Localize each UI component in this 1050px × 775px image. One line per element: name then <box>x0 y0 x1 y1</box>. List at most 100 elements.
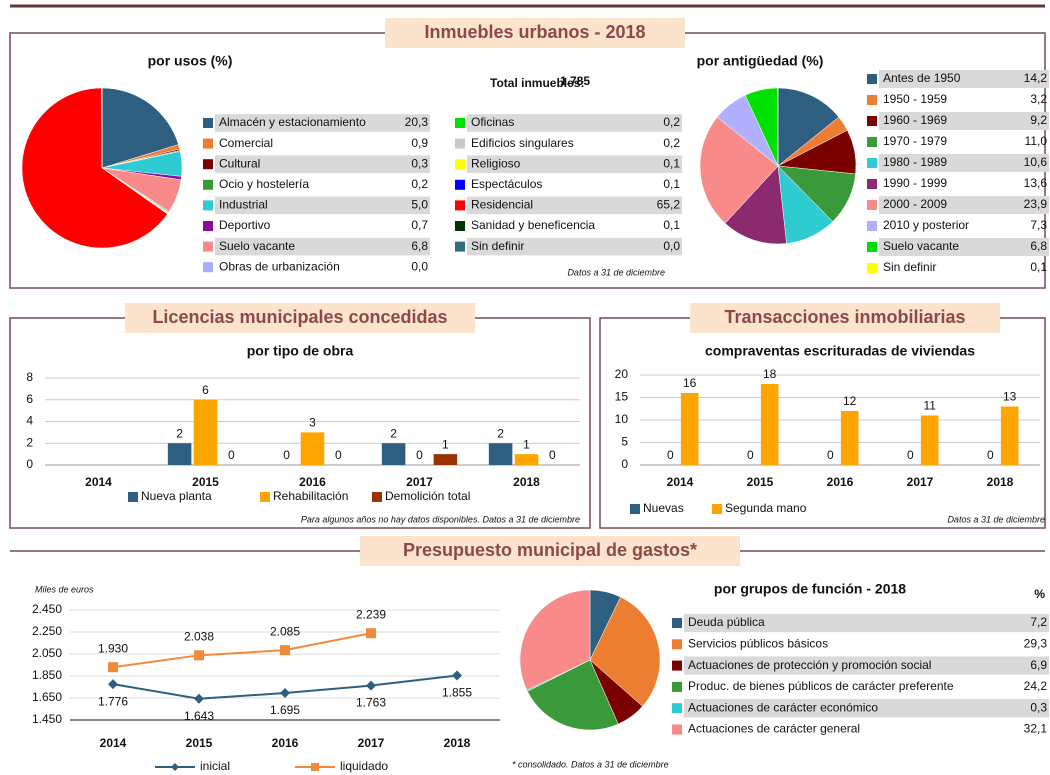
legend-label: 1950 - 1959 <box>883 92 947 106</box>
legend-value: 0,3 <box>411 156 428 170</box>
legend-value: 20,3 <box>405 115 429 129</box>
legend-label: Antes de 1950 <box>883 71 961 85</box>
legend-label: Suelo vacante <box>883 239 959 253</box>
y-tick-label: 0 <box>621 457 628 471</box>
legend-label: 1980 - 1989 <box>883 155 947 169</box>
legend-row-bg <box>467 237 682 256</box>
section-title-box <box>360 536 740 566</box>
data-label: 2.085 <box>270 624 300 638</box>
y-tick-label: 1.850 <box>32 668 62 682</box>
legend-value: 0,7 <box>411 218 428 232</box>
y-tick-label: 2 <box>26 435 33 449</box>
legend-label: Deuda pública <box>688 615 765 629</box>
legend-value: 10,6 <box>1024 155 1048 169</box>
legend-value: 24,2 <box>1024 679 1048 693</box>
legend-label: 1960 - 1969 <box>883 113 947 127</box>
data-label: 0 <box>667 448 674 462</box>
legend-swatch <box>712 504 722 514</box>
marker <box>108 679 118 690</box>
note: Datos a 31 de diciembre <box>947 514 1045 524</box>
pie-slice <box>519 589 591 691</box>
legend-label: 2000 - 2009 <box>883 197 947 211</box>
pie-slice <box>724 165 787 245</box>
x-tick-label: 2015 <box>747 475 774 489</box>
bar <box>488 443 513 465</box>
legend-value: 14,2 <box>1024 71 1048 85</box>
section-title-box <box>690 303 1000 333</box>
legend-label: Sin definir <box>471 239 524 253</box>
bar <box>514 454 539 465</box>
marker <box>194 650 204 661</box>
legend-swatch <box>672 639 682 650</box>
legend-label: Rehabilitación <box>273 489 348 503</box>
x-tick-label: 2014 <box>100 736 127 750</box>
legend-row-bg <box>879 112 1049 130</box>
y-tick-label: 4 <box>26 414 33 428</box>
legend-value: 0,9 <box>411 136 428 150</box>
legend-swatch <box>203 262 213 273</box>
legend-row-bg <box>879 238 1049 256</box>
legend-label: Segunda mano <box>725 501 807 515</box>
legend-label: Nueva planta <box>141 489 212 503</box>
section-title: Licencias municipales concedidas <box>152 307 447 327</box>
legend-value: 7,3 <box>1030 218 1047 232</box>
data-label: 0 <box>907 448 914 462</box>
pie-slice <box>699 116 779 224</box>
legend-swatch <box>455 200 465 211</box>
legend-label: Industrial <box>219 198 268 212</box>
data-label: 2.239 <box>356 607 386 621</box>
legend-label: Sanidad y beneficencia <box>471 218 595 232</box>
legend-label: Cultural <box>219 156 260 170</box>
legend-label: Demolición total <box>385 489 470 503</box>
bar <box>1000 406 1019 465</box>
x-tick-label: 2016 <box>827 475 854 489</box>
legend-swatch <box>455 241 465 252</box>
data-label: 1.695 <box>270 703 300 717</box>
x-tick-label: 2018 <box>987 475 1014 489</box>
bar <box>300 432 325 465</box>
marker <box>280 688 290 699</box>
bar <box>920 415 939 465</box>
legend-swatch <box>630 504 640 514</box>
legend-label: Actuaciones de carácter económico <box>688 700 878 714</box>
marker <box>366 680 376 691</box>
legend-swatch <box>867 137 877 147</box>
marker <box>452 670 462 681</box>
y-tick-label: 5 <box>621 435 628 449</box>
legend-value: 13,6 <box>1024 176 1048 190</box>
legend-swatch <box>867 116 877 126</box>
legend-row-bg <box>467 196 682 215</box>
total-value: 1.785 <box>560 74 590 88</box>
x-tick-label: 2018 <box>513 475 540 489</box>
legend-label: Residencial <box>471 198 533 212</box>
legend-swatch <box>867 179 877 189</box>
data-label: 1.855 <box>442 686 472 700</box>
y-axis-label: Miles de euros <box>35 584 94 594</box>
legend-value: 0,1 <box>663 177 680 191</box>
data-label: 1 <box>523 437 530 451</box>
legend-value: 29,3 <box>1024 636 1048 650</box>
legend-swatch <box>672 618 682 628</box>
legend-value: 7,2 <box>1030 615 1047 629</box>
bar <box>193 399 218 465</box>
legend-marker <box>311 763 319 771</box>
data-label: 0 <box>335 448 342 462</box>
legend-swatch <box>672 703 682 714</box>
legend-swatch <box>372 492 382 502</box>
data-label: 3 <box>309 416 316 430</box>
bar <box>381 443 406 465</box>
legend-swatch <box>203 159 213 170</box>
legend-swatch <box>867 158 877 168</box>
legend-swatch <box>203 241 213 252</box>
legend-row-bg <box>215 114 430 132</box>
legend-swatch <box>455 221 465 231</box>
legend-label: inicial <box>200 759 230 773</box>
y-tick-label: 1.450 <box>32 712 62 726</box>
legend-row-bg <box>879 154 1049 172</box>
x-tick-label: 2018 <box>444 736 471 750</box>
y-tick-label: 1.650 <box>32 690 62 704</box>
legend-value: 11,0 <box>1025 134 1048 148</box>
legend-swatch <box>867 95 877 105</box>
chart-title: por grupos de función - 2018 <box>714 581 906 597</box>
